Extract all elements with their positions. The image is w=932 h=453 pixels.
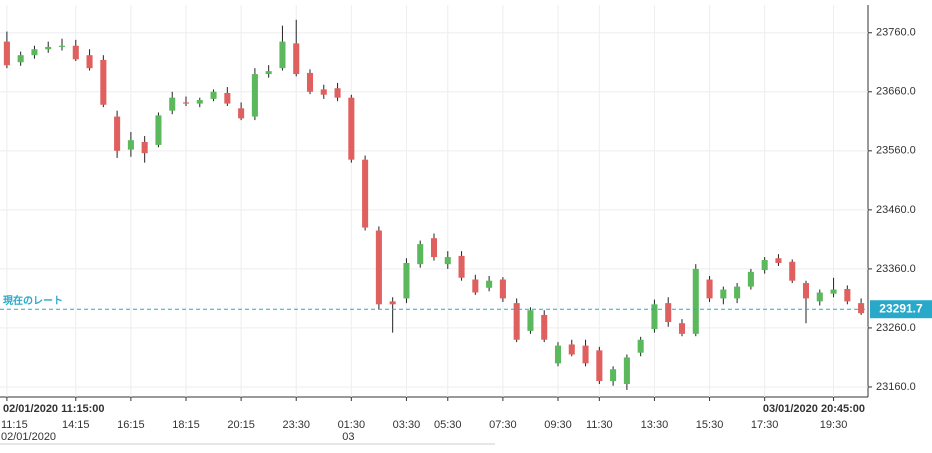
candle-body [775,258,782,263]
x-tick-label: 11:30 [586,419,613,431]
candle-body [789,261,796,281]
x-tick-label: 14:15 [62,419,90,431]
current-rate-box [870,300,932,319]
candle-body [444,257,451,265]
candle-body [72,45,79,60]
candle-body [734,286,741,299]
x-tick-label: 13:30 [641,419,669,431]
x-tick-label: 11:15 [1,419,28,431]
candle-body [858,303,865,314]
candle-body [3,41,10,66]
candle-body [86,55,93,69]
candle-body [196,100,203,104]
candle-body [637,339,644,353]
candle-body [169,97,176,111]
candle-body [389,301,396,305]
candle-body [141,141,148,154]
day-label: 03 [342,431,354,443]
candle-body [513,303,520,340]
x-tick-label: 01:30 [338,419,366,431]
candle-body [417,244,424,265]
candle-body [802,283,810,299]
candle-body [678,323,686,334]
candle-body [279,41,286,69]
x-tick-label: 15:30 [696,419,724,431]
x-tick-label: 17:30 [751,419,779,431]
y-tick-label: 23560.0 [876,145,916,157]
candle-body [747,271,754,287]
candle-body [816,292,823,302]
candle-body [554,345,562,364]
y-tick-label: 23360.0 [876,263,916,275]
x-tick-label: 23:30 [282,419,310,431]
candle-body [582,345,589,364]
candle-body [114,116,121,151]
candle-body [293,43,300,75]
candle-body [623,357,630,385]
x-tick-label: 16:15 [117,419,145,431]
candle-body [844,288,851,302]
candle-body [100,59,107,105]
candle-body [568,344,575,355]
x-tick-label: 05:30 [434,419,462,431]
candle-body [58,45,66,47]
candle-body [45,46,52,50]
x-tick-label: 07:30 [489,419,517,431]
y-tick-label: 23160.0 [876,381,916,393]
candle-body [596,350,603,382]
candle-body [486,280,493,288]
candle-body [238,108,245,119]
x-tick-label: 03:30 [393,419,421,431]
candle-body [665,303,672,323]
candle-body [430,238,438,258]
current-rate-value: 23291.7 [879,301,923,315]
candle-body [610,369,617,382]
candle-body [720,289,727,299]
x-tick-label: 18:15 [172,419,200,431]
candle-body [692,268,699,334]
candle-body [375,230,382,305]
candle-body [761,260,768,271]
candle-body [17,55,24,63]
candle-body [458,255,465,278]
x-tick-label: 20:15 [227,419,255,431]
candle-body [499,279,506,299]
candle-body [348,97,355,160]
candle-body [830,289,837,294]
y-tick-label: 23760.0 [876,27,916,39]
candle-body [541,314,548,340]
candle-body [651,304,658,330]
candle-body [306,72,314,92]
candle-body [527,310,534,331]
candle-body [210,91,217,99]
range-end: 03/01/2020 20:45:00 [763,403,865,415]
candle-body [155,115,162,145]
candle-body [403,262,410,299]
candle-body [320,89,327,95]
y-tick-label: 23460.0 [876,204,916,216]
candle-body [182,102,190,104]
y-tick-label: 23260.0 [876,322,916,334]
y-tick-label: 23660.0 [876,86,916,98]
candle-body [127,140,134,150]
candle-body [251,74,258,117]
candle-body [706,279,713,299]
range-start: 02/01/2020 11:15:00 [3,403,105,415]
candle-body [224,92,231,104]
candle-body [31,49,38,56]
current-rate-label: 現在のレート [3,294,63,307]
candle-body [362,159,369,228]
candle-body [472,279,479,293]
x-tick-label: 19:30 [820,419,848,431]
x-tick-label: 09:30 [544,419,572,431]
candle-body [265,71,272,75]
start-date: 02/01/2020 [1,431,56,443]
candle-body [334,88,341,98]
